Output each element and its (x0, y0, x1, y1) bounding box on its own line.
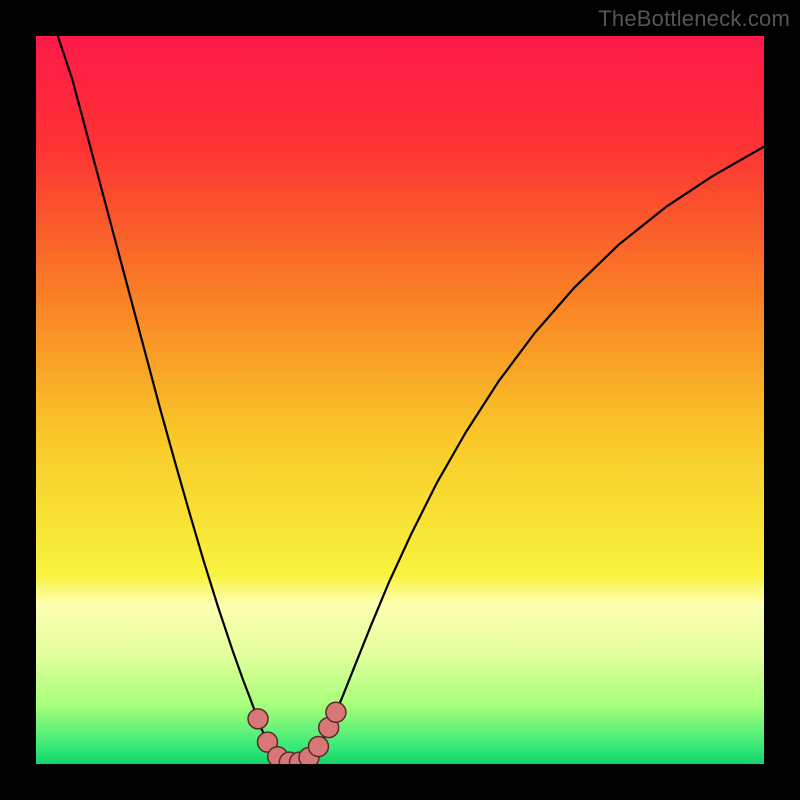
chart-container: TheBottleneck.com (0, 0, 800, 800)
data-marker (326, 702, 346, 722)
gradient-background (36, 36, 764, 764)
plot-area (36, 36, 764, 764)
data-marker (308, 737, 328, 757)
data-marker (248, 709, 268, 729)
chart-svg (36, 36, 764, 764)
watermark-text: TheBottleneck.com (598, 6, 790, 32)
